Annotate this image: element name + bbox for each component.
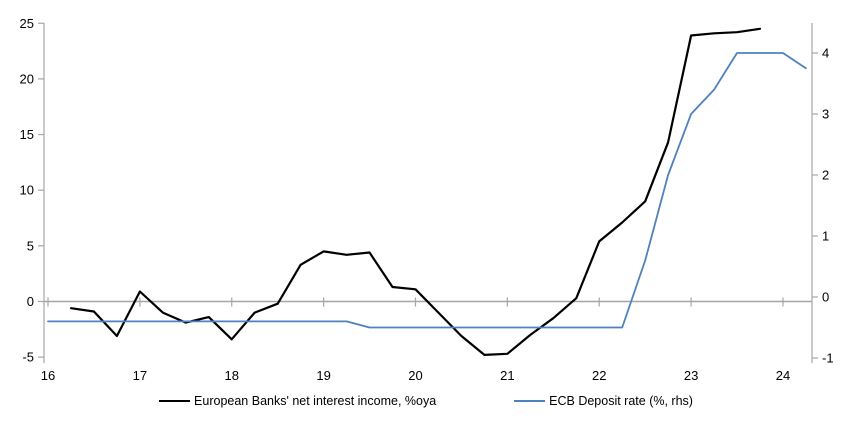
- right-axis-tick-label: 4: [822, 46, 829, 61]
- nii-line-series: [69, 27, 762, 356]
- left-axis-tick-label: 0: [27, 294, 34, 309]
- right-axis-tick-label: 0: [822, 290, 829, 305]
- x-axis-tick-label: 19: [316, 368, 330, 383]
- chart-legend: European Banks' net interest income, %oy…: [0, 394, 852, 408]
- left-axis-tick-label: -5: [22, 350, 34, 365]
- x-axis-tick-label: 21: [500, 368, 514, 383]
- left-axis-tick-label: 5: [27, 238, 34, 253]
- ecb-line-swatch-icon: [514, 400, 546, 402]
- x-axis-tick-label: 22: [592, 368, 606, 383]
- x-axis-tick-label: 20: [408, 368, 422, 383]
- right-axis-tick-label: 3: [822, 107, 829, 122]
- ecb-deposit-rate-line-series: [47, 52, 807, 329]
- x-axis-tick-label: 18: [225, 368, 239, 383]
- nii-line-swatch-icon: [159, 400, 191, 402]
- left-axis-tick-label: 25: [20, 16, 34, 31]
- left-axis-tick-label: 15: [20, 127, 34, 142]
- x-axis-tick-label: 24: [776, 368, 790, 383]
- right-axis-tick-label: -1: [822, 351, 834, 366]
- legend-item-ecb: ECB Deposit rate (%, rhs): [514, 394, 693, 408]
- right-axis-tick-label: 2: [822, 168, 829, 183]
- x-axis-tick-label: 16: [41, 368, 55, 383]
- nii-legend-label: European Banks' net interest income, %oy…: [194, 394, 437, 408]
- x-axis-tick-label: 23: [684, 368, 698, 383]
- left-axis-tick-label: 10: [20, 183, 34, 198]
- x-axis-tick-label: 17: [133, 368, 147, 383]
- right-axis-tick-label: 1: [822, 229, 829, 244]
- legend-item-nii: European Banks' net interest income, %oy…: [159, 394, 436, 408]
- left-axis-tick-label: 20: [20, 71, 34, 86]
- ecb-legend-label: ECB Deposit rate (%, rhs): [549, 394, 693, 408]
